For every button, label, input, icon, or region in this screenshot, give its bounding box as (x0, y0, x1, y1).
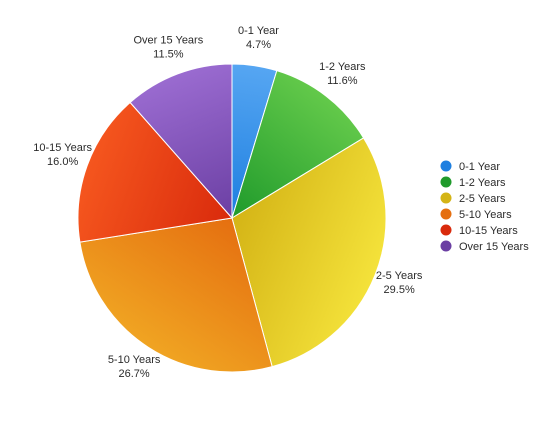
legend-swatch-5-10-years (440, 208, 452, 220)
legend-swatch-1-2-years (440, 176, 452, 188)
legend-label-10-15-years: 10-15 Years (459, 225, 518, 237)
pie-slice-1-2-years (231, 70, 365, 220)
legend-label-0-1-year: 0-1 Year (459, 161, 500, 173)
slice-label-name: 0-1 Year (238, 25, 279, 37)
slice-label-over-15-years: Over 15 Years 11.5% (134, 35, 204, 61)
slice-label-value: 11.5% (153, 49, 184, 61)
slice-label-name: 5-10 Years (108, 354, 161, 366)
slice-label-5-10-years: 5-10 Years 26.7% (108, 354, 161, 380)
legend-swatch-2-5-years (440, 192, 452, 204)
slice-label-2-5-years: 2-5 Years 29.5% (376, 270, 423, 296)
slice-label-value: 26.7% (119, 368, 150, 380)
legend-label-5-10-years: 5-10 Years (459, 209, 512, 221)
slice-label-value: 4.7% (246, 39, 271, 51)
pie-slice-over-15-years (129, 63, 233, 220)
legend: 0-1 Year 1-2 Years 2-5 Years 5-10 Years 10-1… (440, 160, 529, 253)
slice-label-0-1-year: 0-1 Year 4.7% (238, 25, 279, 51)
slice-label-name: 1-2 Years (319, 61, 366, 73)
legend-swatch-over-15-years (440, 240, 452, 252)
legend-swatch-10-15-years (440, 224, 452, 236)
slice-label-1-2-years: 1-2 Years 11.6% (319, 61, 366, 87)
pie-slice-10-15-years (77, 101, 233, 243)
slice-label-name: 10-15 Years (33, 142, 92, 154)
slice-label-name: Over 15 Years (134, 35, 204, 47)
legend-label-over-15-years: Over 15 Years (459, 241, 529, 253)
slice-label-10-15-years: 10-15 Years 16.0% (33, 142, 92, 168)
pie-slice-2-5-years (231, 137, 387, 368)
legend-swatch-0-1-year (440, 160, 452, 172)
slice-labels: 0-1 Year 4.7% 1-2 Years 11.6% 2-5 Years 29.5%… (33, 25, 423, 380)
legend-label-2-5-years: 2-5 Years (459, 193, 506, 205)
pie-slice-5-10-years (79, 217, 273, 373)
slice-label-value: 29.5% (384, 284, 415, 296)
slice-label-name: 2-5 Years (376, 270, 423, 282)
slice-label-value: 11.6% (327, 75, 358, 87)
slice-label-value: 16.0% (47, 156, 78, 168)
legend-label-1-2-years: 1-2 Years (459, 177, 506, 189)
pie-slices (77, 63, 387, 373)
